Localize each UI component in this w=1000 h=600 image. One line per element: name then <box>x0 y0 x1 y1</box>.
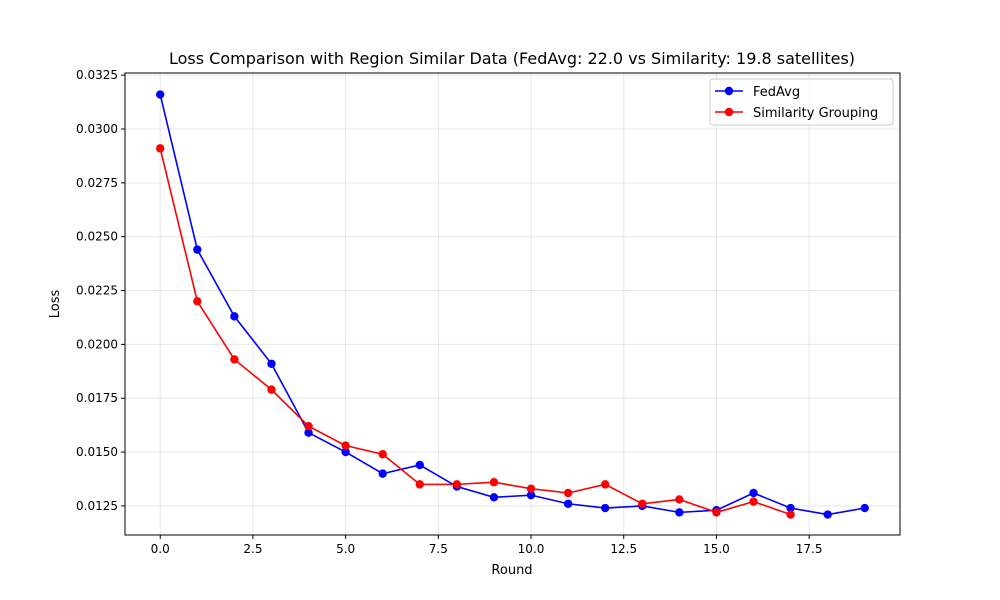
x-tick-label: 12.5 <box>610 542 637 556</box>
data-point-fedavg <box>230 312 239 321</box>
data-point-fedavg <box>786 503 795 513</box>
y-tick-label: 0.0300 <box>76 122 118 136</box>
data-point-fedavg <box>601 503 610 513</box>
y-tick-label: 0.0200 <box>76 337 118 351</box>
data-point-fedavg <box>749 488 758 498</box>
legend-label-similarity-grouping: Similarity Grouping <box>753 106 878 121</box>
data-point-fedavg <box>675 508 684 517</box>
data-point-similarity-grouping <box>638 499 647 508</box>
legend: FedAvg Similarity Grouping <box>709 78 894 126</box>
y-axis-label: Loss <box>48 290 63 319</box>
series-line-similarity-grouping <box>159 148 791 516</box>
data-point-similarity-grouping <box>452 480 462 489</box>
y-tick-label: 0.0325 <box>76 68 118 82</box>
data-point-similarity-grouping <box>563 488 573 498</box>
grid-layer <box>125 73 900 535</box>
data-point-similarity-grouping <box>601 480 610 489</box>
data-point-fedavg <box>823 510 832 519</box>
data-point-similarity-grouping <box>156 144 165 153</box>
x-tick-label: 0.0 <box>151 542 170 556</box>
data-point-fedavg <box>156 90 165 99</box>
data-point-similarity-grouping <box>304 422 313 431</box>
x-tick-label: 2.5 <box>243 542 262 556</box>
y-tick-label: 0.0175 <box>76 391 118 405</box>
data-point-similarity-grouping <box>526 484 536 493</box>
data-point-fedavg <box>378 469 387 478</box>
legend-box <box>709 78 894 126</box>
legend-marker-fedavg <box>724 86 734 96</box>
data-point-fedavg <box>526 490 536 500</box>
data-point-similarity-grouping <box>786 510 795 519</box>
plot-frame <box>124 72 901 536</box>
data-point-similarity-grouping <box>378 450 387 459</box>
data-point-similarity-grouping <box>267 385 276 394</box>
x-tick-label: 10.0 <box>518 542 545 556</box>
y-tick-label: 0.0150 <box>76 445 118 459</box>
data-point-fedavg <box>304 428 313 437</box>
data-point-fedavg <box>193 245 202 254</box>
data-point-similarity-grouping <box>193 297 202 306</box>
x-tick-label: 17.5 <box>796 542 823 556</box>
x-tick-label: 7.5 <box>429 542 448 556</box>
legend-marker-similarity-grouping <box>724 107 734 117</box>
data-point-fedavg <box>860 503 869 513</box>
data-point-fedavg <box>489 493 499 502</box>
data-point-fedavg <box>341 447 350 457</box>
data-point-similarity-grouping <box>712 508 721 517</box>
tick-layer: 0.0 2.5 5.0 7.5 10.0 12.5 15.0 17.5 0.0125 0.0150… <box>76 68 823 556</box>
y-tick-label: 0.0125 <box>76 499 118 513</box>
series-layer <box>156 90 869 519</box>
chart-title: Loss Comparison with Region Similar Data… <box>169 49 855 68</box>
data-point-similarity-grouping <box>415 480 424 489</box>
y-tick-label: 0.0225 <box>76 284 118 298</box>
y-tick-label: 0.0250 <box>76 230 118 244</box>
data-point-fedavg <box>563 499 573 508</box>
data-point-similarity-grouping <box>675 495 684 504</box>
data-point-similarity-grouping <box>230 355 239 364</box>
x-tick-label: 15.0 <box>703 542 730 556</box>
x-tick-label: 5.0 <box>336 542 355 556</box>
y-tick-label: 0.0275 <box>76 176 118 190</box>
data-point-similarity-grouping <box>341 441 350 450</box>
series-line-fedavg <box>159 94 865 516</box>
data-point-fedavg <box>267 359 276 368</box>
data-point-similarity-grouping <box>749 497 758 506</box>
data-point-similarity-grouping <box>489 478 499 487</box>
x-axis-label: Round <box>491 563 532 578</box>
data-point-fedavg <box>415 460 424 470</box>
legend-label-fedavg: FedAvg <box>753 85 800 100</box>
